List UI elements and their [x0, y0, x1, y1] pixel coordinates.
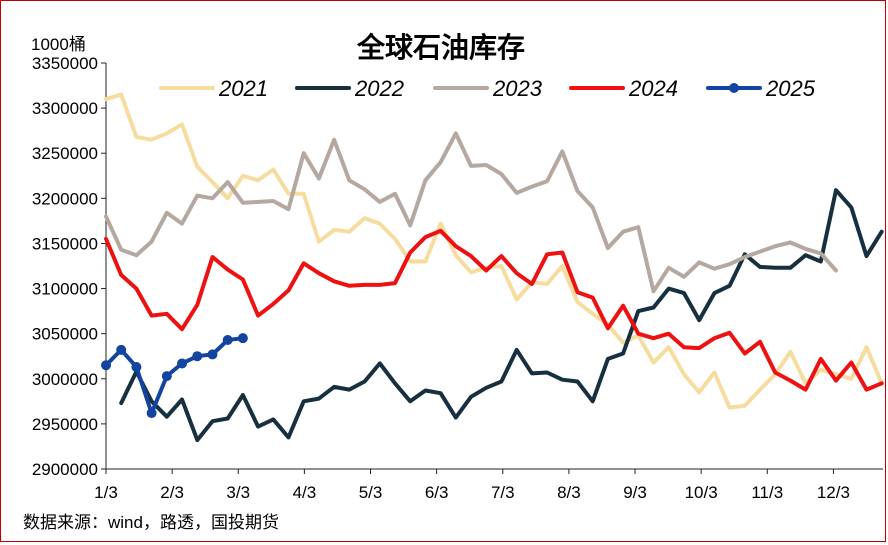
data-point-2025: [237, 333, 248, 344]
data-point-2025: [192, 351, 203, 362]
legend-label-2021: 2021: [218, 76, 268, 101]
x-tick-label: 3/3: [226, 483, 250, 502]
data-point-2025: [146, 408, 157, 419]
x-tick-label: 11/3: [751, 483, 783, 502]
y-tick-label: 3250000: [32, 144, 98, 163]
x-tick-label: 7/3: [491, 483, 515, 502]
y-tick-label: 2950000: [32, 415, 98, 434]
data-point-2025: [131, 362, 142, 373]
series-2021: [104, 92, 884, 410]
x-tick-label: 2/3: [160, 483, 184, 502]
x-tick-label: 6/3: [425, 483, 449, 502]
x-tick-label: 9/3: [623, 483, 647, 502]
data-point-2025: [101, 360, 111, 371]
y-axis-ticks: 2900000 2950000 3000000 3050000 3100000 31500…: [32, 54, 106, 479]
x-tick-label: 8/3: [557, 483, 581, 502]
y-tick-label: 3150000: [32, 234, 98, 253]
x-tick-label: 4/3: [293, 483, 317, 502]
series-line-2022: [119, 188, 884, 443]
legend-label-2023: 2023: [492, 76, 543, 101]
x-tick-label: 5/3: [359, 483, 383, 502]
x-tick-label: 10/3: [685, 483, 718, 502]
series-2025: [101, 333, 248, 419]
y-tick-label: 3100000: [32, 280, 98, 299]
source-note: 数据来源：wind，路透，国投期货: [23, 513, 279, 532]
legend-marker-2025: [729, 83, 739, 93]
y-tick-label: 3000000: [32, 370, 98, 389]
legend-label-2025: 2025: [765, 76, 816, 101]
legend: 2021 2022 2023 2024 2025: [159, 76, 816, 101]
x-tick-label: 12/3: [817, 483, 850, 502]
y-tick-label: 3300000: [32, 99, 98, 118]
legend-label-2022: 2022: [354, 76, 404, 101]
y-tick-label: 3350000: [32, 54, 98, 73]
data-point-2025: [116, 344, 127, 355]
data-point-2025: [161, 371, 172, 382]
y-tick-label: 2900000: [32, 460, 98, 479]
series-layer: [101, 92, 884, 443]
series-line-2024: [104, 228, 884, 392]
x-tick-label: 1/3: [94, 483, 118, 502]
data-point-2025: [177, 358, 188, 369]
unit-label: 1000桶: [31, 35, 86, 54]
series-line-2021: [104, 92, 884, 410]
data-point-2025: [207, 349, 218, 360]
series-2022: [119, 188, 884, 443]
data-point-2025: [222, 334, 233, 345]
x-axis-ticks: 1/3 2/3 3/3 4/3 5/3 6/3 7/3 8/3 9/3 10/3 11/3 12/3: [94, 469, 850, 502]
y-tick-label: 3050000: [32, 325, 98, 344]
series-line-2023: [104, 131, 838, 294]
series-line-2025: [104, 336, 245, 416]
series-2023: [104, 131, 838, 294]
y-tick-label: 3200000: [32, 189, 98, 208]
chart-title: 全球石油库存: [356, 31, 525, 63]
series-2024: [104, 228, 884, 392]
legend-label-2024: 2024: [628, 76, 678, 101]
